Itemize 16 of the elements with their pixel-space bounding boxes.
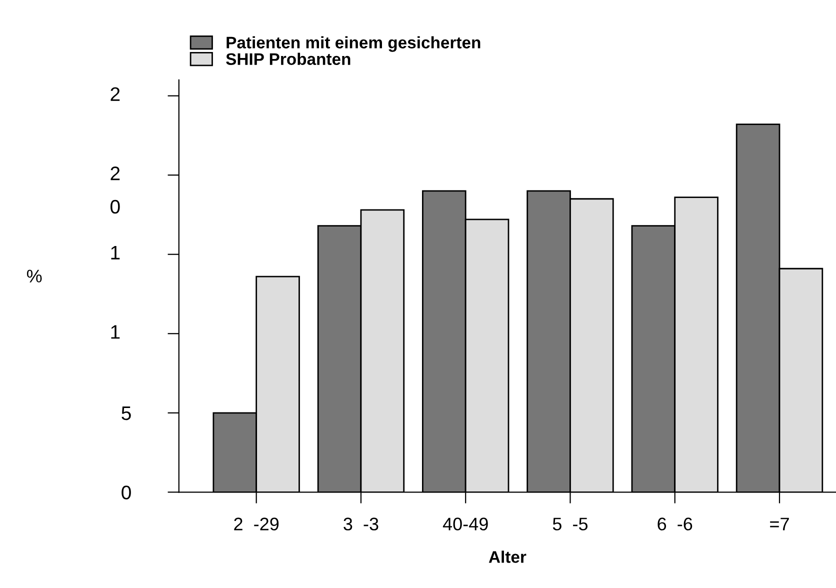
x-tick-label: 40-49 [442, 518, 488, 530]
text: 1 [111, 325, 120, 339]
text: 0 [110, 200, 120, 214]
legend-label: SHIP Probanten [226, 52, 350, 66]
legend-label: Patienten mit einem gesicherten [226, 36, 480, 52]
x-tick-label: 2 -29 [234, 518, 279, 530]
x-axis-title: Alter [488, 550, 526, 563]
x-tick-label: =7 [770, 518, 789, 530]
y-axis-title: % [26, 270, 42, 282]
x-tick-label: 6 -6 [658, 518, 692, 530]
text: 1 [111, 246, 120, 260]
y-tick-label: 5 [122, 406, 131, 420]
text: 2 [110, 87, 120, 101]
text: 2 [110, 166, 120, 180]
x-tick-label: 3 -3 [344, 518, 378, 530]
x-tick-label: 5 -5 [552, 518, 588, 530]
